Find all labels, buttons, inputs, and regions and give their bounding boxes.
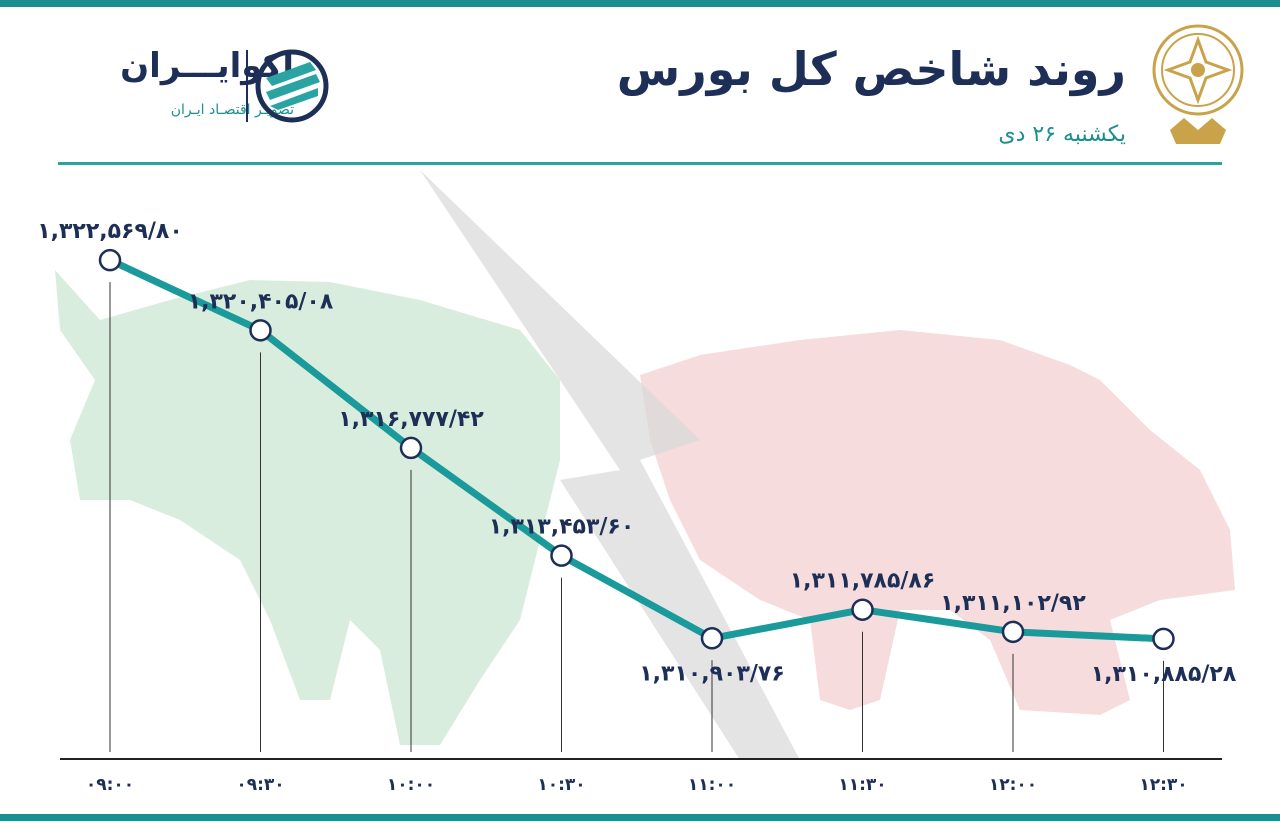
ecoiran-logo-icon: [255, 49, 329, 123]
data-point: [249, 319, 272, 342]
x-tick-label: ۰۹:۰۰: [86, 775, 134, 795]
bear-silhouette: [640, 330, 1235, 715]
page-title: روند شاخص کل بورس: [616, 42, 1126, 96]
page-date: یکشنبه ۲۶ دی: [998, 122, 1126, 147]
data-point: [399, 436, 423, 460]
data-label: ۱,۳۱۰,۹۰۳/۷۶: [639, 661, 785, 686]
x-tick-label: ۱۱:۳۰: [838, 775, 886, 795]
x-tick-label: ۱۰:۰۰: [387, 775, 435, 795]
data-label: ۱,۳۱۱,۱۰۲/۹۲: [940, 591, 1086, 616]
series-line: [106, 256, 1167, 643]
data-label: ۱,۳۲۲,۵۶۹/۸۰: [37, 219, 183, 244]
brand-block: اکوایـــران تصویـر اقتصـاد ایـران: [70, 40, 340, 130]
data-label: ۱,۳۲۰,۴۰۵/۰۸: [188, 289, 334, 314]
data-point: [98, 248, 122, 272]
data-label: ۱,۳۱۱,۷۸۵/۸۶: [790, 569, 936, 594]
x-tick-labels: ۰۹:۰۰ ۰۹:۳۰ ۱۰:۰۰ ۱۰:۳۰ ۱۱:۰۰ ۱۱:۳۰ ۱۲:۰۰ ۱۲:۳۰: [86, 775, 1188, 795]
top-border: [0, 0, 1280, 7]
stock-exchange-seal-icon: [1152, 24, 1244, 144]
data-label: ۱,۳۱۶,۷۷۷/۴۲: [338, 407, 484, 432]
x-tick-label: ۱۱:۰۰: [688, 775, 736, 795]
data-points: [98, 248, 1175, 651]
x-tick-label: ۰۹:۳۰: [236, 775, 284, 795]
x-tick-label: ۱۲:۰۰: [989, 775, 1037, 795]
data-point: [1152, 627, 1175, 651]
arrow-silhouette: [420, 170, 800, 760]
data-point: [1001, 620, 1025, 644]
drop-lines: [109, 282, 1164, 752]
data-point: [700, 627, 724, 650]
header-rule: [58, 162, 1222, 165]
data-labels: ۱,۳۲۲,۵۶۹/۸۰ ۱,۳۲۰,۴۰۵/۰۸ ۱,۳۱۶,۷۷۷/۴۲ ۱,۳۱…: [37, 219, 1237, 687]
bottom-border: [0, 814, 1280, 821]
data-label: ۱,۳۱۳,۴۵۳/۶۰: [489, 515, 635, 540]
x-tick-label: ۱۲:۳۰: [1139, 775, 1187, 795]
bull-silhouette: [55, 270, 560, 745]
data-point: [550, 544, 573, 567]
data-point: [851, 598, 874, 621]
brand-divider: [246, 50, 248, 122]
data-label: ۱,۳۱۰,۸۸۵/۲۸: [1091, 662, 1237, 687]
x-tick-label: ۱۰:۳۰: [537, 775, 585, 795]
